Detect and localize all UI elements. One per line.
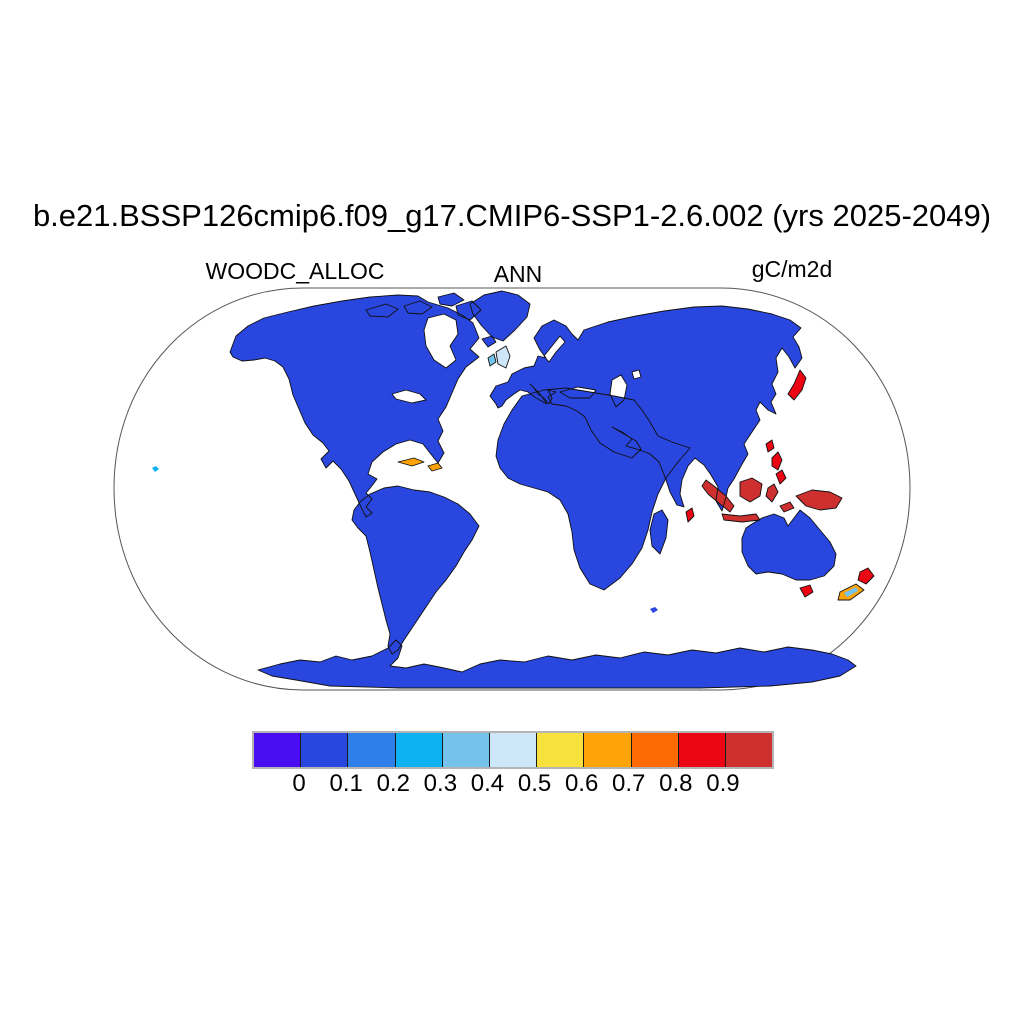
colorbar-segment xyxy=(254,733,302,767)
colorbar-tick: 0.6 xyxy=(564,770,599,797)
taiwan xyxy=(765,439,775,453)
colorbar-tick: 0.3 xyxy=(423,770,458,797)
colorbar-tick: 0.8 xyxy=(659,770,693,797)
colorbar-tick: 0.4 xyxy=(470,770,505,797)
colorbar-segment xyxy=(301,733,349,767)
uk xyxy=(495,345,511,369)
tasmania xyxy=(799,584,814,598)
philippines xyxy=(771,451,787,485)
colorbar-tick: 0.9 xyxy=(706,770,740,797)
timor xyxy=(779,501,795,513)
units-label: gC/m2d xyxy=(751,256,833,282)
borneo xyxy=(739,477,763,503)
plot-title: b.e21.BSSP126cmip6.f09_g17.CMIP6-SSP1-2.… xyxy=(32,198,992,233)
colorbar-tick: 0.2 xyxy=(376,770,410,797)
ireland xyxy=(487,353,497,367)
colorbar-segment xyxy=(678,733,726,767)
colorbar-segment xyxy=(725,733,773,767)
island-shapes xyxy=(152,345,875,613)
java xyxy=(721,513,761,523)
colorbar-segment xyxy=(348,733,396,767)
colorbar-tick: 0.5 xyxy=(517,770,552,797)
hawaii-dot xyxy=(152,466,159,472)
colorbar-tick: 0.1 xyxy=(329,770,363,797)
sulawesi xyxy=(765,483,779,503)
new-guinea xyxy=(795,489,843,511)
colorbar-segment xyxy=(442,733,490,767)
variable-label: WOODC_ALLOC xyxy=(205,258,385,284)
colorbar-segment xyxy=(584,733,632,767)
japan xyxy=(787,369,807,401)
colorbar-segment xyxy=(537,733,585,767)
kerguelen-dot xyxy=(650,607,658,613)
nz-north-island xyxy=(857,567,875,585)
colorbar-segment xyxy=(631,733,679,767)
colorbar-tick: 0.7 xyxy=(612,770,646,797)
hispaniola xyxy=(427,462,443,472)
colorbar-segment xyxy=(395,733,443,767)
colorbar-segment xyxy=(489,733,538,767)
colorbar-tick-labels: 0 0.1 0.2 0.3 0.4 0.5 0.6 0.7 0.8 0.9 xyxy=(252,770,770,800)
season-label: ANN xyxy=(493,261,543,287)
colorbar xyxy=(252,731,774,769)
cuba xyxy=(397,457,425,467)
sri-lanka xyxy=(685,507,695,523)
colorbar-tick: 0 xyxy=(292,770,306,797)
nz-south-island-interior xyxy=(844,587,858,597)
